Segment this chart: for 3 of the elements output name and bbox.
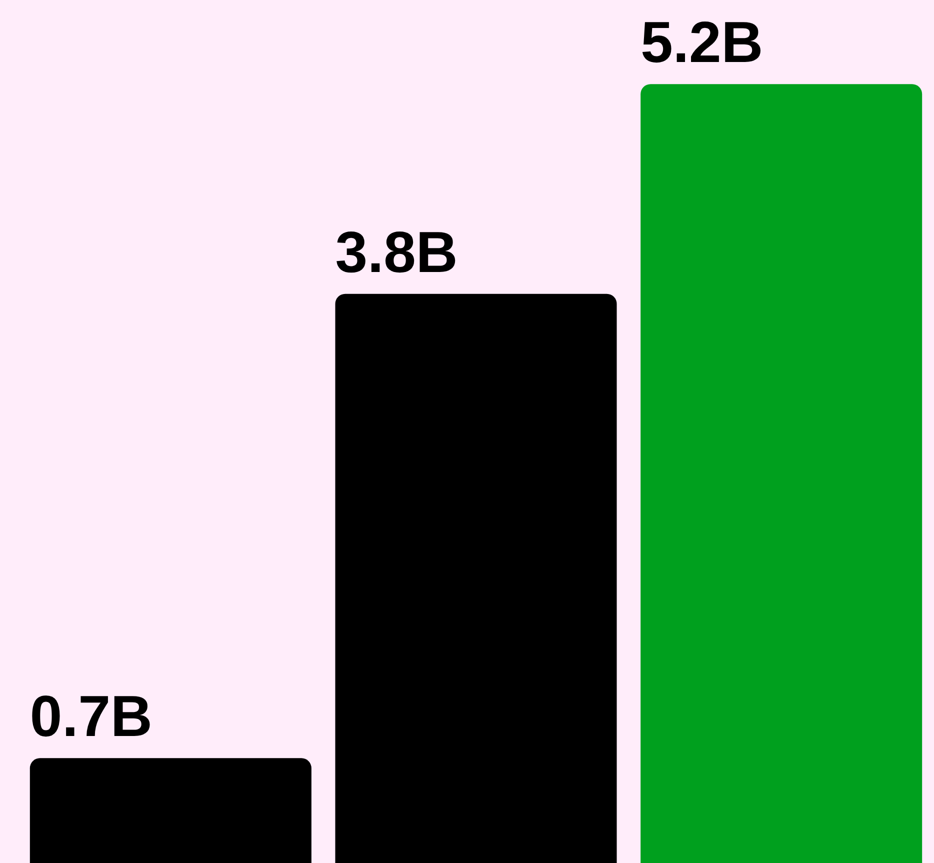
data-label: 0.7B xyxy=(30,684,152,750)
data-label: 3.8B xyxy=(335,220,458,285)
data-label: 5.2B xyxy=(640,10,764,76)
